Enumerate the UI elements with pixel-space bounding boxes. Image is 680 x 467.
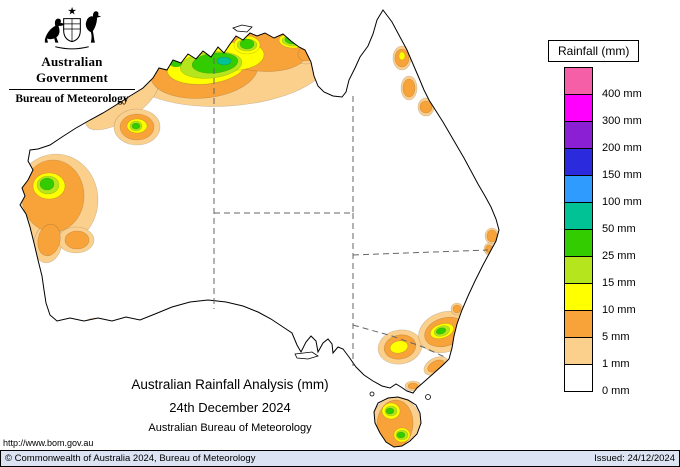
bom-url: http://www.bom.gov.au [3, 438, 94, 448]
legend-label: 15 mm [602, 277, 636, 289]
header: ★ Australian Government Bureau of Meteor… [8, 4, 136, 105]
legend-label: 10 mm [602, 304, 636, 316]
legend-swatch-25mm [565, 229, 592, 256]
legend-label: 1 mm [602, 358, 630, 370]
issued-text: Issued: 24/12/2024 [594, 453, 675, 464]
legend-label: 200 mm [602, 142, 642, 154]
legend-label: 100 mm [602, 196, 642, 208]
legend-bar [564, 67, 593, 392]
legend-swatch-300mm [565, 94, 592, 121]
flinders-island [425, 394, 431, 400]
legend-swatch-150mm [565, 148, 592, 175]
legend-swatch-400mm [565, 68, 592, 94]
bureau-title: Bureau of Meteorology [15, 93, 129, 105]
legend-label: 400 mm [602, 88, 642, 100]
legend-label: 150 mm [602, 169, 642, 181]
map-titles: Australian Rainfall Analysis (mm) 24th D… [55, 377, 405, 434]
legend-swatch-100mm [565, 175, 592, 202]
copyright-text: © Commonwealth of Australia 2024, Bureau… [5, 453, 256, 464]
legend-label: 0 mm [602, 385, 630, 397]
svg-text:★: ★ [67, 6, 76, 17]
gov-title: Australian Government [35, 54, 109, 85]
map-date: 24th December 2024 [169, 400, 291, 415]
landmass [20, 10, 499, 447]
kangaroo-icon [44, 18, 65, 43]
footer-bar: © Commonwealth of Australia 2024, Bureau… [0, 450, 680, 467]
legend-swatch-5mm [565, 310, 592, 337]
map-title: Australian Rainfall Analysis (mm) [131, 377, 329, 392]
legend-swatch-200mm [565, 121, 592, 148]
map-source: Australian Bureau of Meteorology [148, 422, 312, 434]
legend-swatch-50mm [565, 202, 592, 229]
legend-label: 25 mm [602, 250, 636, 262]
legend-label: 50 mm [602, 223, 636, 235]
legend-swatch-15mm [565, 256, 592, 283]
legend-label: 5 mm [602, 331, 630, 343]
legend-title: Rainfall (mm) [548, 40, 640, 62]
melville-island [232, 24, 253, 33]
rainfall-legend: Rainfall (mm) 400 mm 300 mm 200 mm 150 mm 10… [548, 40, 678, 397]
legend-label: 300 mm [602, 115, 642, 127]
kangaroo-island [294, 351, 319, 360]
coat-of-arms-icon: ★ [44, 6, 102, 50]
legend-swatch-1mm [565, 337, 592, 364]
legend-swatch-0mm [565, 364, 592, 391]
header-divider [9, 89, 135, 90]
king-island [369, 391, 375, 397]
emu-icon [85, 11, 102, 43]
legend-swatch-10mm [565, 283, 592, 310]
state-borders [213, 58, 489, 366]
